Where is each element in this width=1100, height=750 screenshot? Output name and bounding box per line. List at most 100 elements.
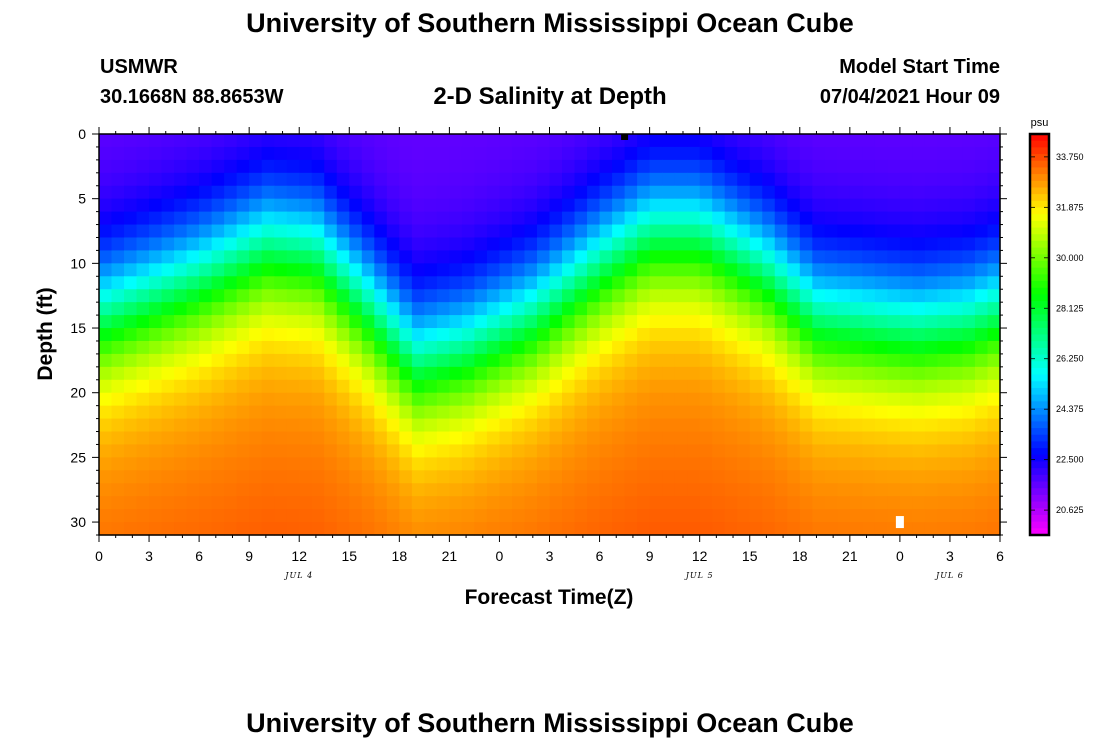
heatmap-cell bbox=[737, 263, 751, 277]
heatmap-cell bbox=[411, 457, 425, 471]
heatmap-cell bbox=[174, 496, 188, 510]
heatmap-cell bbox=[762, 302, 776, 316]
heatmap-cell bbox=[862, 263, 876, 277]
heatmap-cell bbox=[536, 198, 551, 213]
heatmap-cell bbox=[424, 379, 438, 394]
heatmap-cell bbox=[274, 444, 288, 458]
heatmap-cell bbox=[424, 237, 438, 252]
heatmap-cell bbox=[511, 418, 526, 433]
heatmap-cell bbox=[511, 328, 526, 342]
heatmap-cell bbox=[199, 483, 213, 497]
heatmap-cell bbox=[461, 405, 476, 420]
heatmap-cell bbox=[136, 328, 150, 342]
heatmap-cell bbox=[386, 159, 400, 174]
heatmap-cell bbox=[574, 263, 588, 277]
heatmap-cell bbox=[224, 185, 238, 200]
heatmap-cell bbox=[161, 379, 175, 394]
heatmap-cell bbox=[324, 172, 338, 187]
heatmap-cell bbox=[612, 276, 626, 290]
colorbar-cell bbox=[1030, 528, 1049, 536]
heatmap-cell bbox=[924, 522, 939, 536]
heatmap-cell bbox=[587, 250, 601, 264]
heatmap-cell bbox=[874, 250, 888, 264]
colorbar-cell bbox=[1030, 401, 1049, 409]
heatmap-cell bbox=[149, 418, 163, 433]
heatmap-cell bbox=[136, 185, 150, 200]
heatmap-cell bbox=[236, 483, 250, 497]
heatmap-cell bbox=[399, 276, 413, 290]
heatmap-cell bbox=[411, 405, 425, 420]
heatmap-cell bbox=[174, 353, 188, 368]
heatmap-cell bbox=[399, 172, 413, 187]
heatmap-cell bbox=[174, 366, 188, 381]
heatmap-cell bbox=[899, 328, 913, 342]
heatmap-cell bbox=[211, 379, 225, 394]
heatmap-cell bbox=[424, 496, 438, 510]
heatmap-cell bbox=[186, 134, 200, 148]
heatmap-cell bbox=[436, 509, 450, 523]
heatmap-cell bbox=[411, 522, 425, 536]
heatmap-cell bbox=[174, 444, 188, 458]
heatmap-cell bbox=[361, 237, 375, 252]
heatmap-cell bbox=[937, 198, 951, 213]
heatmap-cell bbox=[211, 483, 225, 497]
heatmap-cell bbox=[612, 483, 626, 497]
heatmap-cell bbox=[124, 276, 138, 290]
heatmap-cell bbox=[912, 444, 926, 458]
heatmap-cell bbox=[436, 237, 450, 252]
heatmap-cell bbox=[687, 353, 701, 368]
heatmap-cell bbox=[987, 496, 1001, 510]
colorbar-cell bbox=[1030, 448, 1049, 456]
heatmap-cell bbox=[324, 134, 338, 148]
heatmap-cell bbox=[699, 250, 713, 264]
x-tick-label: 6 bbox=[996, 548, 1004, 564]
heatmap-cell bbox=[486, 263, 501, 277]
heatmap-cell bbox=[549, 353, 563, 368]
heatmap-cell bbox=[774, 522, 788, 536]
heatmap-cell bbox=[224, 159, 238, 174]
x-tick-label: 3 bbox=[946, 548, 954, 564]
heatmap-cell bbox=[599, 134, 613, 148]
heatmap-cell bbox=[261, 379, 275, 394]
heatmap-cell bbox=[436, 302, 450, 316]
heatmap-cell bbox=[149, 522, 163, 536]
heatmap-cell bbox=[236, 211, 250, 226]
heatmap-cell bbox=[887, 185, 901, 200]
colorbar-cell bbox=[1030, 154, 1049, 162]
heatmap-cell bbox=[774, 237, 788, 252]
heatmap-cell bbox=[474, 159, 488, 174]
heatmap-cell bbox=[862, 289, 876, 303]
heatmap-cell bbox=[862, 470, 876, 484]
heatmap-cell bbox=[111, 470, 125, 484]
heatmap-cell bbox=[887, 302, 901, 316]
heatmap-cell bbox=[974, 483, 989, 497]
heatmap-cell bbox=[974, 392, 989, 407]
heatmap-cell bbox=[849, 263, 863, 277]
heatmap-cell bbox=[724, 522, 738, 536]
heatmap-cell bbox=[424, 366, 438, 381]
heatmap-cell bbox=[812, 302, 826, 316]
heatmap-cell bbox=[274, 379, 288, 394]
heatmap-cell bbox=[536, 457, 551, 471]
heatmap-cell bbox=[949, 237, 964, 252]
heatmap-cell bbox=[799, 328, 813, 342]
heatmap-cell bbox=[949, 172, 964, 187]
heatmap-cell bbox=[499, 405, 513, 420]
heatmap-cell bbox=[787, 509, 801, 523]
heatmap-cell bbox=[236, 263, 250, 277]
heatmap-cell bbox=[974, 431, 989, 446]
model-start-label: Model Start Time bbox=[839, 56, 1000, 78]
heatmap-cell bbox=[687, 431, 701, 446]
heatmap-cell bbox=[124, 146, 138, 161]
heatmap-cell bbox=[624, 315, 638, 329]
heatmap-cell bbox=[949, 405, 964, 420]
heatmap-cell bbox=[274, 198, 288, 213]
heatmap-cell bbox=[612, 509, 626, 523]
heatmap-cell bbox=[524, 379, 538, 394]
heatmap-cell bbox=[899, 302, 913, 316]
heatmap-cell bbox=[787, 302, 801, 316]
heatmap-cell bbox=[174, 405, 188, 420]
heatmap-cell bbox=[612, 289, 626, 303]
heatmap-cell bbox=[574, 392, 588, 407]
heatmap-cell bbox=[511, 379, 526, 394]
